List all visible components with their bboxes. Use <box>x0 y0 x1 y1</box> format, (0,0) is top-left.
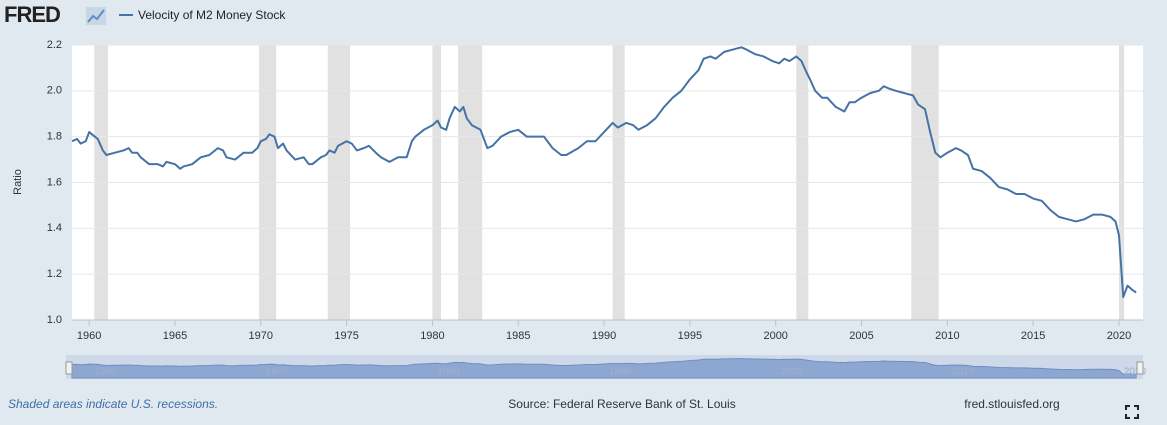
y-axis-label: Ratio <box>12 169 24 195</box>
x-tick-label: 1980 <box>420 330 444 342</box>
y-tick-label: 2.2 <box>47 39 62 51</box>
navigator-label: 1960 <box>94 367 117 378</box>
logo-icon <box>86 7 106 25</box>
y-tick-label: 1.6 <box>47 176 62 188</box>
x-tick-label: 2020 <box>1107 330 1131 342</box>
navigator-handle[interactable] <box>65 361 73 375</box>
y-tick-label: 2.0 <box>47 85 62 97</box>
navigator-label: 1980 <box>437 367 460 378</box>
navigator-label: 2010 <box>952 367 975 378</box>
site-link[interactable]: fred.stlouisfed.org <box>964 397 1059 411</box>
source: Source: Federal Reserve Bank of St. Loui… <box>508 397 735 411</box>
x-tick-label: 2010 <box>935 330 959 342</box>
navigator-handle[interactable] <box>1136 361 1144 375</box>
navigator-label: 1970 <box>266 367 289 378</box>
x-tick-label: 1990 <box>592 330 616 342</box>
recession-note: Shaded areas indicate U.S. recessions. <box>8 397 218 411</box>
x-tick-label: 2015 <box>1021 330 1045 342</box>
y-tick-label: 1.0 <box>47 314 62 326</box>
fullscreen-icon[interactable] <box>1125 405 1139 419</box>
navigator-label: 1990 <box>609 367 632 378</box>
x-tick-label: 1970 <box>249 330 273 342</box>
navigator-line <box>71 358 1137 379</box>
navigator-label: 2020 <box>1124 367 1147 378</box>
x-tick-label: 1960 <box>77 330 101 342</box>
x-tick-label: 1985 <box>506 330 530 342</box>
x-tick-label: 1995 <box>678 330 702 342</box>
y-tick-label: 1.8 <box>47 131 62 143</box>
x-tick-label: 1965 <box>163 330 187 342</box>
data-line <box>71 46 1137 299</box>
y-tick-label: 1.2 <box>47 268 62 280</box>
x-tick-label: 1975 <box>334 330 358 342</box>
y-tick-label: 1.4 <box>47 222 62 234</box>
navigator-label: 2000 <box>781 367 804 378</box>
legend-label: Velocity of M2 Money Stock <box>138 8 286 22</box>
x-tick-label: 2005 <box>849 330 873 342</box>
x-tick-label: 2000 <box>763 330 787 342</box>
brand-logo: FRED <box>4 2 60 27</box>
